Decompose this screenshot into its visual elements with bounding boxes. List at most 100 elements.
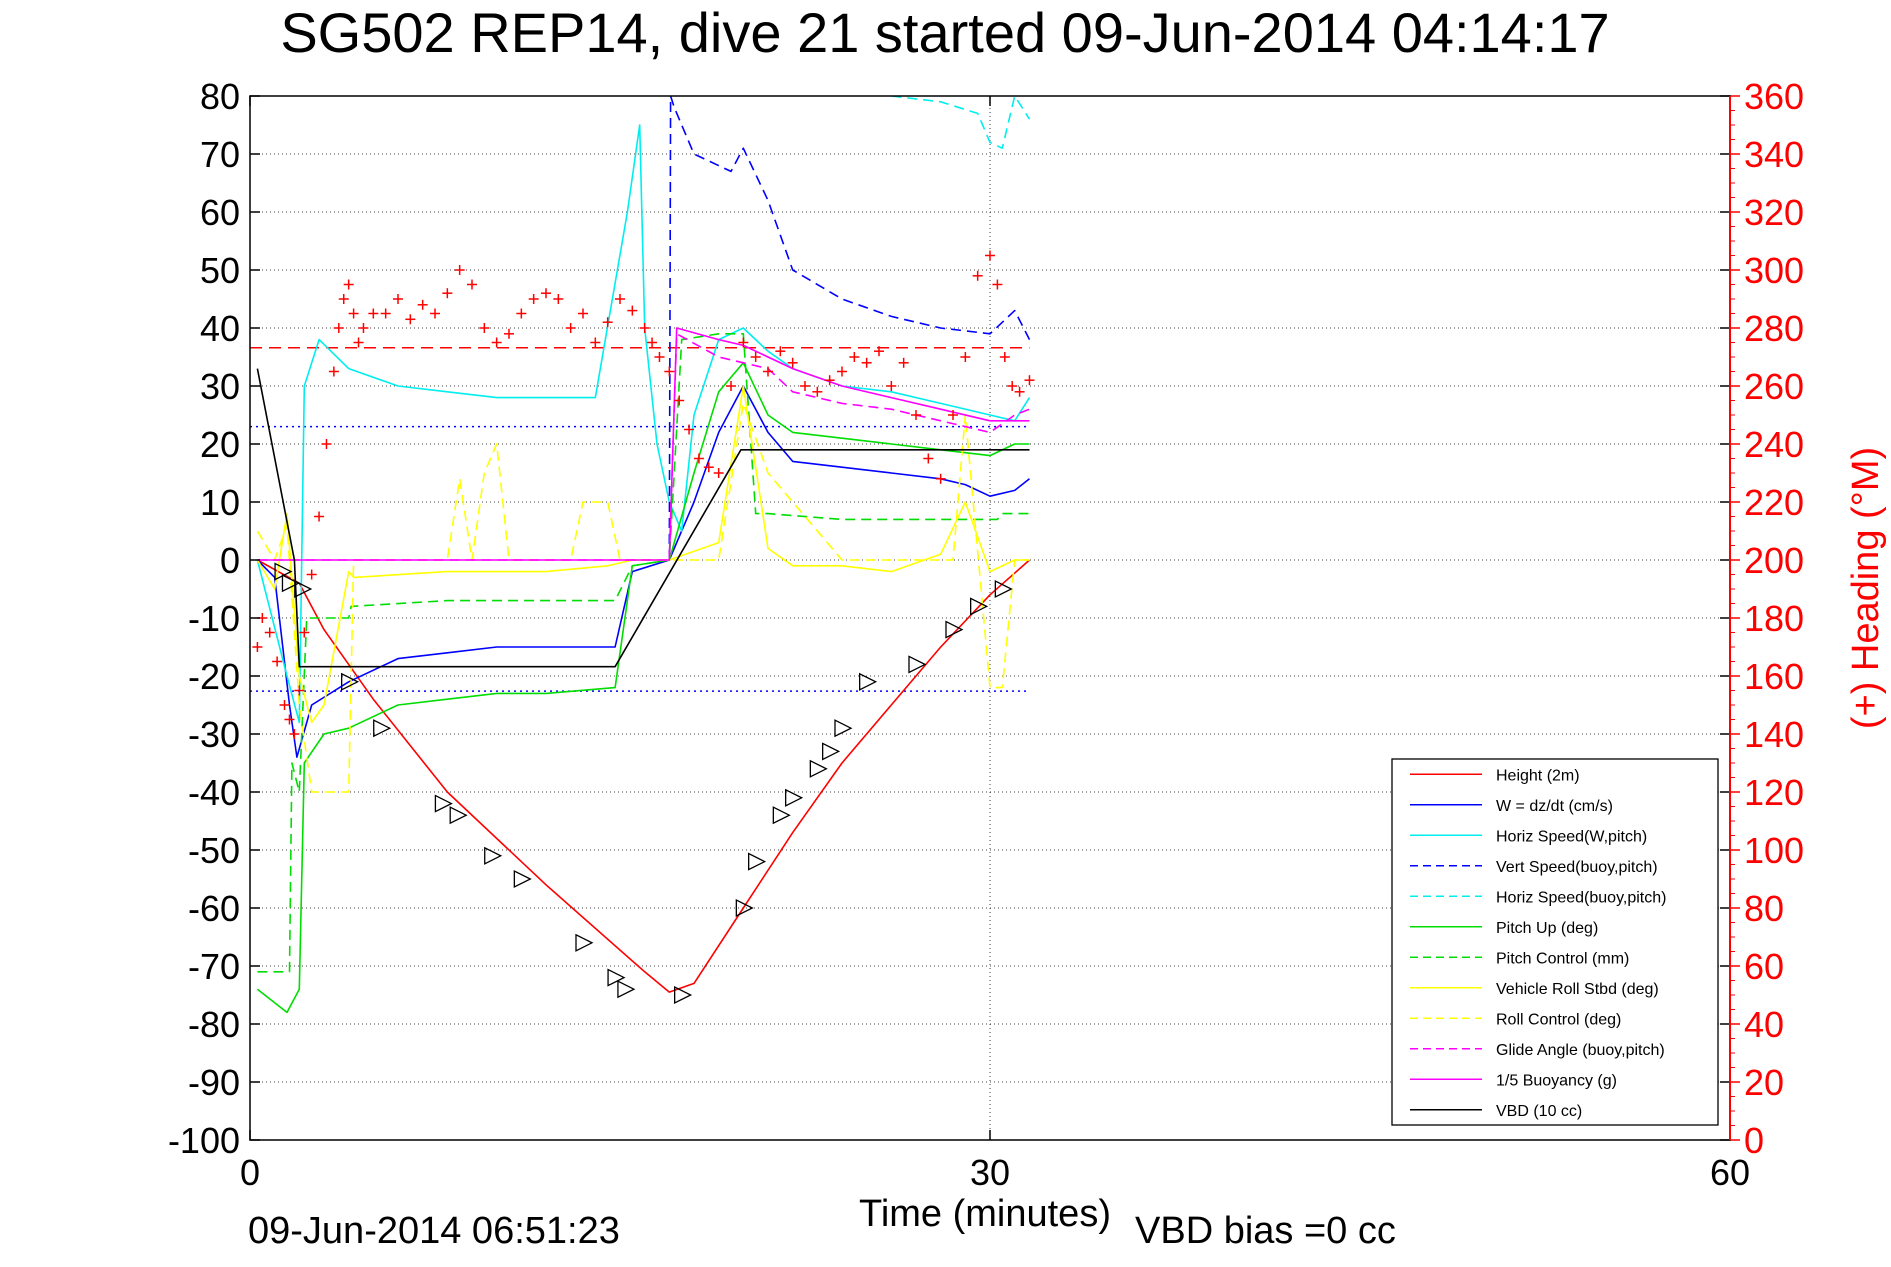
heading-point [837,366,847,377]
heading-point [393,294,403,304]
series-line-8 [256,402,1030,793]
y-tick-label: -60 [188,888,240,929]
heading-point [380,308,391,319]
transition-marker [513,869,532,889]
y-tick-label: -20 [188,656,240,697]
heading-point [923,453,934,464]
legend: Height (2m) W = dz/dt (cm/s) Horiz Speed(W… [1391,758,1719,1126]
heading-point [800,381,810,391]
heading-point [343,279,354,290]
transition-marker [735,898,754,918]
heading-point [252,642,263,652]
y2-tick-label: 320 [1744,192,1804,233]
legend-label-1: W = dz/dt (cm/s) [1496,798,1613,815]
y-tick-label: 70 [200,134,240,175]
series-line-11 [256,368,1030,668]
footer-timestamp: 09-Jun-2014 06:51:23 [248,1210,620,1252]
y2-tick-label: 0 [1744,1120,1764,1161]
heading-point [417,299,428,310]
heading-point [763,366,773,377]
legend-label-7: Vehicle Roll Stbd (deg) [1496,981,1659,998]
transition-marker [674,985,693,1005]
heading-point [985,250,995,261]
series-line-4 [891,96,1031,149]
y-tick-label: 40 [200,308,240,349]
heading-point [590,337,601,348]
heading-point [294,685,305,696]
transition-marker [373,719,392,738]
heading-point [565,323,576,333]
footer-vbd-bias: VBD bias =0 cc [1135,1210,1396,1252]
y-tick-label: 60 [200,192,240,233]
transition-marker [772,806,791,825]
y-tick-label: -80 [188,1004,240,1045]
heading-point [639,323,650,333]
series-line-6 [257,332,1030,973]
heading-point [353,337,364,348]
legend-label-5: Pitch Up (deg) [1496,920,1598,937]
legend-label-3: Vert Speed(buoy,pitch) [1496,859,1658,876]
heading-point [674,395,685,406]
series-line-5 [256,361,1030,1014]
heading-point [516,308,527,319]
series-line-7 [256,385,1030,724]
series-line-2 [256,124,1031,724]
y2-tick-label: 60 [1744,946,1784,987]
heading-point [272,656,283,667]
transition-marker [822,742,841,761]
transition-marker [859,672,878,691]
heading-point [693,453,704,464]
heading-point [328,366,339,377]
legend-label-11: VBD (10 cc) [1496,1103,1582,1120]
heading-point [430,308,440,319]
y2-tick-label: 100 [1744,830,1804,871]
heading-point [911,410,921,420]
transition-marker [294,579,313,599]
y2-tick-label: 180 [1744,598,1804,639]
y2-tick-label: 20 [1744,1062,1784,1103]
heading-point [999,352,1010,362]
y-tick-label: 20 [200,424,240,465]
axes-layer: 80706050403020100-10-20-30-40-50-60-70-8… [168,76,1804,1193]
y2-tick-label: 260 [1744,366,1804,407]
heading-point [491,337,502,348]
y2-tick-label: 40 [1744,1004,1784,1045]
legend-label-9: Glide Angle (buoy,pitch) [1496,1042,1665,1059]
y-tick-label: -40 [188,772,240,813]
heading-point [935,473,946,484]
heading-point [553,294,564,304]
heading-point [703,462,714,473]
heading-points [252,250,1035,739]
y-tick-label: -50 [188,830,240,871]
transition-marker [434,794,453,813]
heading-point [264,627,275,638]
heading-point [684,424,695,435]
heading-point [442,288,453,299]
y2-tick-label: 240 [1744,424,1804,465]
heading-point [654,352,665,362]
heading-point [306,569,317,580]
legend-label-0: Height (2m) [1496,767,1580,784]
transition-marker [834,719,853,738]
transition-marker [809,759,828,778]
heading-point [348,308,359,319]
y2-tick-label: 220 [1744,482,1804,523]
heading-point [664,366,675,377]
y-tick-label: 10 [200,482,240,523]
transition-marker [575,933,594,952]
y-tick-label: 50 [200,250,240,291]
y-tick-label: -10 [188,598,240,639]
x-axis-label: Time (minutes) [859,1193,1111,1235]
grid-layer [250,96,1730,1140]
y-tick-label: -100 [168,1120,240,1161]
heading-point [405,314,416,325]
legend-label-6: Pitch Control (mm) [1496,950,1629,967]
transition-marker [607,968,626,987]
transition-marker [785,788,804,807]
series-line-0 [257,559,1031,993]
heading-point [750,352,761,362]
heading-point [738,337,749,348]
transition-marker [908,655,927,674]
heading-point [368,308,379,319]
